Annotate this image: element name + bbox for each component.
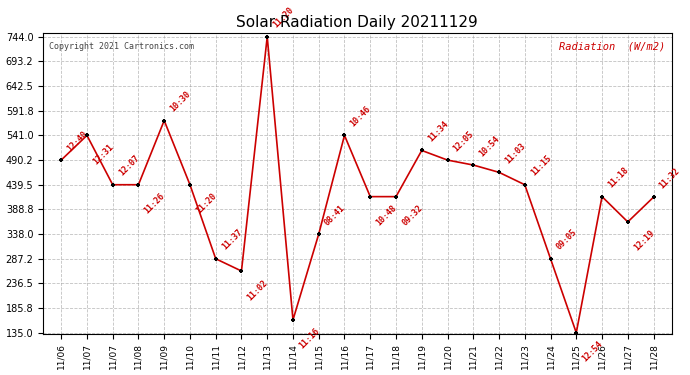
Text: 11:18: 11:18 xyxy=(607,166,630,190)
Text: 11:16: 11:16 xyxy=(297,327,321,351)
Text: 10:30: 10:30 xyxy=(168,90,193,114)
Point xyxy=(339,132,350,138)
Point xyxy=(159,117,170,123)
Text: 12:40: 12:40 xyxy=(66,129,90,153)
Text: 09:32: 09:32 xyxy=(400,204,424,228)
Point xyxy=(133,182,144,188)
Text: 12:19: 12:19 xyxy=(632,229,656,253)
Point xyxy=(210,256,221,262)
Text: 11:34: 11:34 xyxy=(426,120,450,144)
Text: 08:41: 08:41 xyxy=(323,203,347,227)
Point xyxy=(648,194,659,200)
Text: 10:54: 10:54 xyxy=(477,134,502,158)
Point xyxy=(545,256,556,262)
Point xyxy=(313,231,324,237)
Point xyxy=(442,157,453,163)
Text: 11:26: 11:26 xyxy=(143,192,167,216)
Point xyxy=(184,182,195,188)
Text: 12:31: 12:31 xyxy=(91,142,115,166)
Point xyxy=(416,147,427,153)
Text: 09:05: 09:05 xyxy=(555,228,579,252)
Title: Solar Radiation Daily 20211129: Solar Radiation Daily 20211129 xyxy=(237,15,478,30)
Text: 11:20: 11:20 xyxy=(271,6,295,30)
Point xyxy=(391,194,402,200)
Text: 11:03: 11:03 xyxy=(503,141,527,165)
Point xyxy=(56,157,67,163)
Point xyxy=(622,219,633,225)
Text: Copyright 2021 Cartronics.com: Copyright 2021 Cartronics.com xyxy=(50,42,195,51)
Text: 12:05: 12:05 xyxy=(452,129,475,153)
Text: 11:37: 11:37 xyxy=(220,228,244,252)
Text: 12:54: 12:54 xyxy=(580,340,604,364)
Text: Radiation  (W/m2): Radiation (W/m2) xyxy=(559,42,665,52)
Point xyxy=(468,162,479,168)
Point xyxy=(571,330,582,336)
Text: 11:15: 11:15 xyxy=(529,154,553,178)
Text: 12:07: 12:07 xyxy=(117,154,141,178)
Text: 10:46: 10:46 xyxy=(348,104,373,129)
Point xyxy=(520,182,531,188)
Point xyxy=(365,194,376,200)
Point xyxy=(236,268,247,274)
Point xyxy=(262,34,273,40)
Text: 11:20: 11:20 xyxy=(194,192,218,216)
Text: 11:32: 11:32 xyxy=(658,166,682,190)
Text: 11:02: 11:02 xyxy=(246,278,270,302)
Point xyxy=(493,170,504,176)
Text: 10:48: 10:48 xyxy=(375,204,398,228)
Point xyxy=(597,194,608,200)
Point xyxy=(288,317,299,323)
Point xyxy=(81,132,92,138)
Point xyxy=(107,182,118,188)
